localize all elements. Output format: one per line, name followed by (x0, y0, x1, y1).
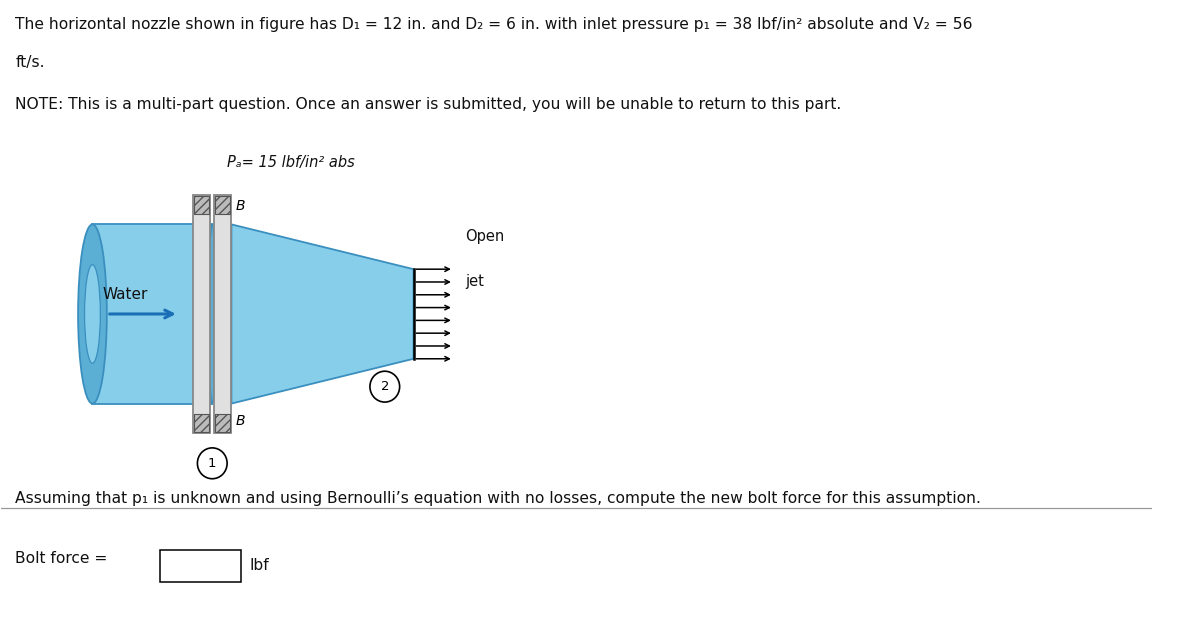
Ellipse shape (209, 224, 216, 404)
Polygon shape (193, 194, 210, 433)
Text: Bolt force =: Bolt force = (16, 551, 108, 566)
Text: Open: Open (466, 229, 504, 245)
Ellipse shape (84, 265, 101, 363)
Text: jet: jet (466, 274, 484, 289)
Text: Pₐ= 15 lbf/in² abs: Pₐ= 15 lbf/in² abs (227, 155, 354, 170)
Text: The horizontal nozzle shown in figure has D₁ = 12 in. and D₂ = 6 in. with inlet : The horizontal nozzle shown in figure ha… (16, 17, 973, 32)
Polygon shape (92, 224, 212, 404)
Ellipse shape (78, 224, 107, 404)
Text: Water: Water (102, 287, 148, 301)
Polygon shape (194, 196, 209, 214)
Text: 1: 1 (208, 457, 216, 470)
Text: 2: 2 (380, 380, 389, 393)
Text: Assuming that p₁ is unknown and using Bernoulli’s equation with no losses, compu: Assuming that p₁ is unknown and using Be… (16, 491, 982, 506)
Text: B: B (235, 415, 245, 428)
Text: B: B (235, 199, 245, 214)
Text: NOTE: This is a multi-part question. Once an answer is submitted, you will be un: NOTE: This is a multi-part question. Onc… (16, 97, 841, 112)
Polygon shape (232, 224, 414, 404)
Circle shape (197, 448, 227, 478)
Text: lbf: lbf (250, 558, 270, 573)
Text: ft/s.: ft/s. (16, 55, 44, 70)
Polygon shape (215, 413, 230, 433)
Polygon shape (215, 196, 230, 214)
Polygon shape (214, 194, 232, 433)
Polygon shape (194, 413, 209, 433)
FancyBboxPatch shape (160, 550, 241, 582)
Circle shape (370, 371, 400, 402)
